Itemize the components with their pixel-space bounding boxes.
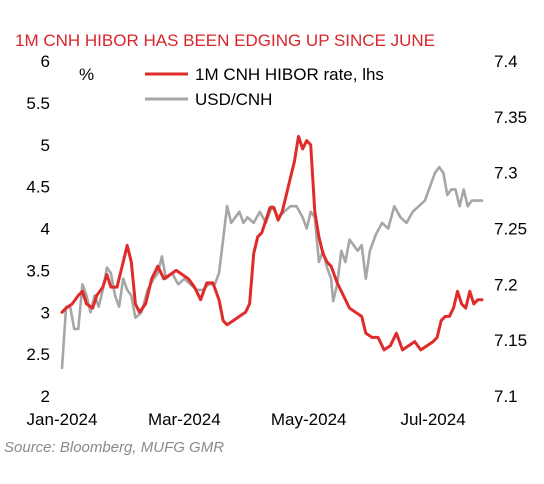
right-axis-tick-label: 7.3 bbox=[494, 164, 518, 183]
left-axis-tick-label: 2.5 bbox=[26, 345, 50, 364]
left-axis-tick-label: 4 bbox=[41, 220, 50, 239]
x-axis-tick-label: Jan-2024 bbox=[27, 410, 98, 429]
left-axis-unit: % bbox=[79, 65, 94, 84]
right-axis-tick-label: 7.1 bbox=[494, 387, 518, 406]
x-axis-tick-label: Jul-2024 bbox=[400, 410, 465, 429]
series-layer bbox=[60, 134, 484, 370]
left-axis-tick-label: 3 bbox=[41, 303, 50, 322]
left-axis-tick-label: 4.5 bbox=[26, 178, 50, 197]
left-axis-tick-label: 5.5 bbox=[26, 94, 50, 113]
source-note: Source: Bloomberg, MUFG GMR bbox=[4, 439, 224, 456]
right-axis-tick-label: 7.25 bbox=[494, 220, 527, 239]
x-axis-tick-label: May-2024 bbox=[271, 410, 347, 429]
left-axis-tick-label: 2 bbox=[41, 387, 50, 406]
right-axis-tick-label: 7.15 bbox=[494, 331, 527, 350]
legend-label-usdcnh: USD/CNH bbox=[195, 90, 272, 109]
left-axis-tick-label: 3.5 bbox=[26, 261, 50, 280]
right-axis-tick-label: 7.4 bbox=[494, 52, 518, 71]
chart-title: 1M CNH HIBOR HAS BEEN EDGING UP SINCE JU… bbox=[15, 31, 435, 50]
x-axis-tick-label: Mar-2024 bbox=[148, 410, 221, 429]
series-line-usdcnh bbox=[60, 165, 484, 370]
legend: 1M CNH HIBOR rate, lhs USD/CNH bbox=[145, 65, 384, 109]
right-axis-tick-label: 7.2 bbox=[494, 275, 518, 294]
left-axis-tick-label: 6 bbox=[41, 52, 50, 71]
legend-label-hibor: 1M CNH HIBOR rate, lhs bbox=[195, 65, 384, 84]
series-line-hibor bbox=[60, 134, 484, 352]
left-axis-tick-label: 5 bbox=[41, 136, 50, 155]
right-axis-tick-label: 7.35 bbox=[494, 108, 527, 127]
axes: 2 2.5 3 3.5 4 4.5 5 5.5 6 7.1 7.15 7.2 7.25 7.3 7.35 7.… bbox=[26, 52, 527, 429]
